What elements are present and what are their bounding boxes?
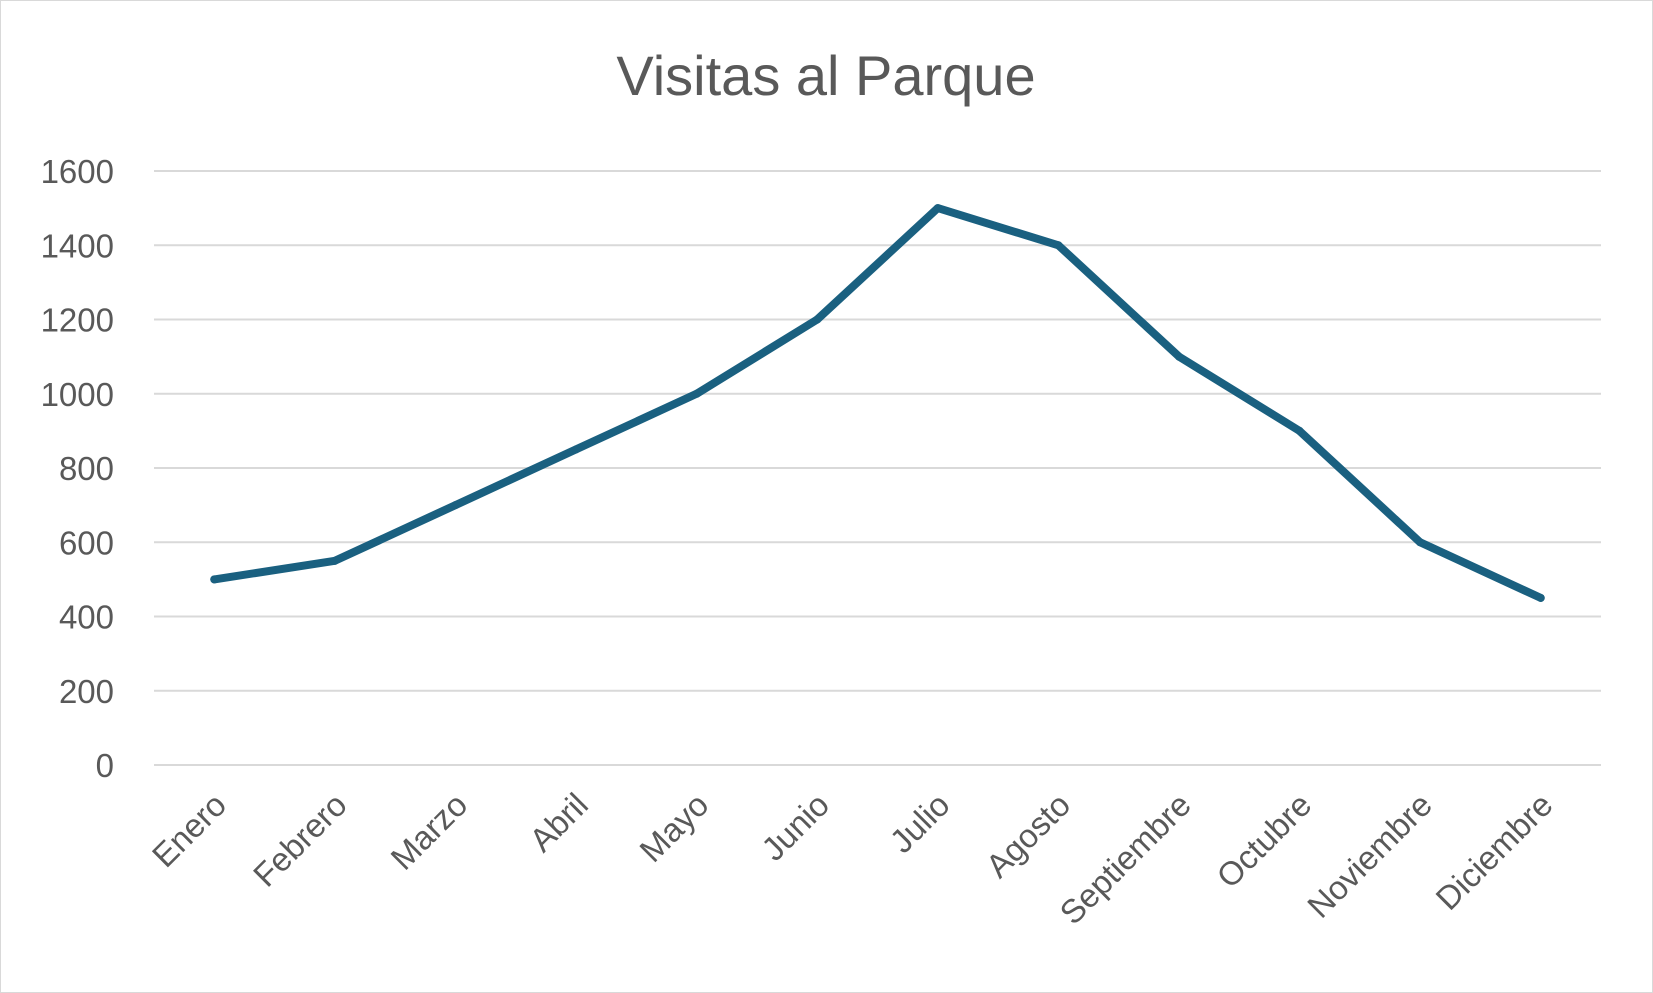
x-tick-label: Octubre bbox=[1209, 786, 1318, 895]
gridlines bbox=[154, 170, 1601, 766]
y-tick-label: 1000 bbox=[41, 376, 114, 413]
chart-title: Visitas al Parque bbox=[616, 44, 1035, 107]
data-point-diciembre bbox=[1536, 593, 1545, 602]
y-tick-label: 0 bbox=[96, 747, 114, 784]
x-tick-label: Abril bbox=[522, 786, 595, 859]
x-tick-label: Mayo bbox=[632, 786, 715, 869]
data-point-enero bbox=[210, 575, 219, 584]
x-tick-label: Febrero bbox=[246, 786, 354, 894]
y-tick-label: 1200 bbox=[41, 302, 114, 339]
data-point-febrero bbox=[330, 556, 339, 565]
data-point-noviembre bbox=[1416, 538, 1425, 547]
x-tick-label: Junio bbox=[754, 786, 836, 868]
x-tick-label: Noviembre bbox=[1300, 786, 1439, 925]
x-tick-label: Septiembre bbox=[1052, 786, 1197, 931]
x-tick-label: Agosto bbox=[979, 786, 1078, 885]
y-tick-label: 1400 bbox=[41, 227, 114, 264]
data-point-marzo bbox=[451, 501, 460, 510]
y-tick-label: 400 bbox=[59, 599, 114, 636]
data-point-octubre bbox=[1295, 426, 1304, 435]
data-point-agosto bbox=[1054, 241, 1063, 250]
series-line-0 bbox=[210, 204, 1545, 602]
y-tick-label: 1600 bbox=[41, 153, 114, 190]
x-tick-label: Marzo bbox=[383, 786, 474, 877]
data-point-julio bbox=[933, 204, 942, 213]
data-point-junio bbox=[813, 315, 822, 324]
series-group bbox=[210, 204, 1545, 602]
y-tick-label: 200 bbox=[59, 673, 114, 710]
y-axis-tick-labels: 0 200 400 600 800 1000 1200 1400 1600 bbox=[41, 153, 114, 784]
data-point-abril bbox=[572, 445, 581, 454]
x-tick-label: Julio bbox=[883, 786, 957, 860]
x-tick-label: Diciembre bbox=[1428, 786, 1559, 917]
x-tick-label: Enero bbox=[145, 786, 233, 874]
data-point-septiembre bbox=[1174, 352, 1183, 361]
data-point-mayo bbox=[692, 389, 701, 398]
x-axis-tick-labels: Enero Febrero Marzo Abril Mayo Junio Julio Agos… bbox=[145, 786, 1560, 931]
y-tick-label: 600 bbox=[59, 524, 114, 561]
y-tick-label: 800 bbox=[59, 450, 114, 487]
